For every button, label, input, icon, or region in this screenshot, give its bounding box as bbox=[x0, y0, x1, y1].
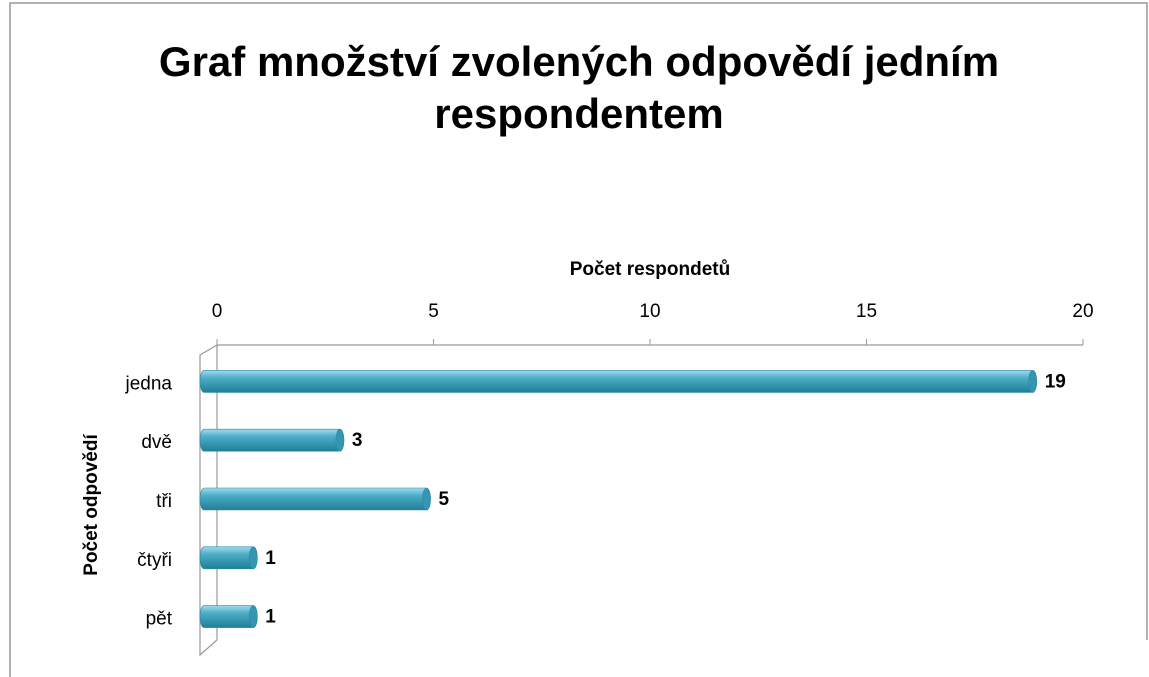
bar bbox=[199, 605, 258, 628]
bar bbox=[199, 428, 345, 452]
bar-cap bbox=[1028, 370, 1037, 393]
bar bbox=[199, 546, 258, 570]
bar bbox=[199, 370, 1037, 393]
chart-title: Graf množství zvolených odpovědí jedním … bbox=[158, 38, 1000, 137]
value-label: 19 bbox=[1045, 371, 1066, 392]
y-axis-title: Počet odpovědí bbox=[81, 434, 102, 576]
y-tick-label: tři bbox=[156, 491, 172, 512]
y-tick-label: dvě bbox=[141, 432, 172, 453]
value-label: 1 bbox=[265, 607, 276, 628]
value-label: 3 bbox=[352, 430, 363, 451]
bar-cap bbox=[335, 428, 345, 452]
x-tick-label: 5 bbox=[428, 301, 439, 322]
bar bbox=[199, 487, 431, 511]
frame bbox=[9, 2, 1148, 677]
x-tick-label: 20 bbox=[1072, 301, 1093, 322]
value-label: 1 bbox=[265, 548, 276, 569]
x-tick-label: 10 bbox=[639, 301, 660, 322]
value-label: 5 bbox=[439, 489, 450, 510]
bar-cap bbox=[422, 487, 431, 511]
x-tick-label: 0 bbox=[212, 301, 223, 322]
y-tick-label: čtyři bbox=[137, 550, 172, 571]
x-axis-title: Počet respondetů bbox=[570, 259, 730, 280]
bar-cap bbox=[249, 546, 258, 570]
x-tick-label: 15 bbox=[856, 301, 877, 322]
y-tick-label: pět bbox=[146, 609, 173, 630]
y-tick-label: jedna bbox=[125, 373, 173, 394]
bar-cap bbox=[249, 605, 258, 628]
